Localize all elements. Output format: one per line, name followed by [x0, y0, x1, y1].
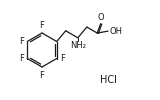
Text: HCl: HCl [100, 75, 116, 85]
Text: F: F [40, 70, 44, 80]
Text: O: O [97, 13, 104, 22]
Text: F: F [19, 54, 24, 63]
Text: F: F [60, 54, 65, 63]
Text: OH: OH [109, 27, 122, 36]
Text: NH₂: NH₂ [70, 41, 86, 50]
Text: F: F [19, 37, 24, 46]
Text: F: F [40, 20, 44, 30]
